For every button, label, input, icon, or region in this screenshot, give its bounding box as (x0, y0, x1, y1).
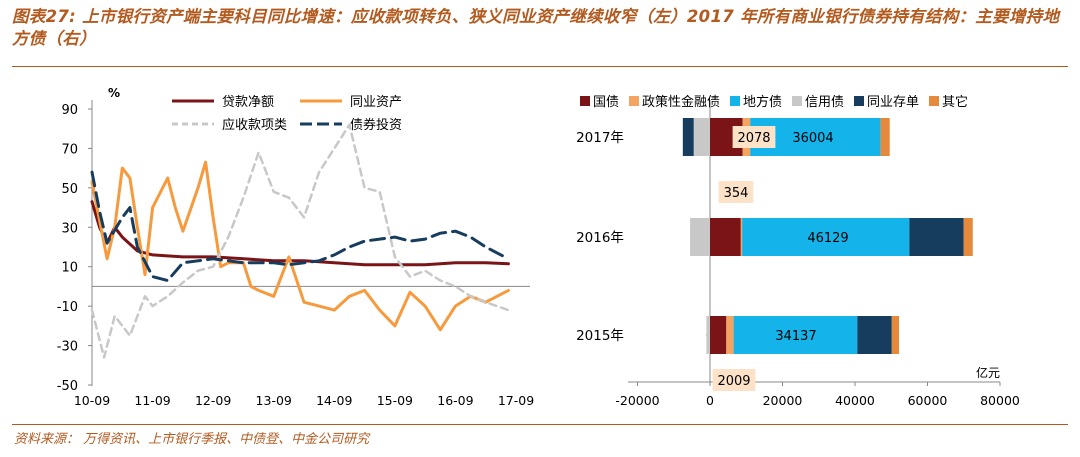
bar-policy_fin (726, 316, 734, 354)
data-label-2017-policy: 2078 (737, 131, 770, 146)
line-series-receivables (90, 123, 510, 359)
left-x-tick-label: 11-09 (134, 393, 170, 408)
right-x-tick-label: 20000 (763, 393, 803, 408)
source-note: 资料来源： 万得资讯、上市银行季报、中债登、中金公司研究 (14, 432, 370, 447)
left-unit-label: % (108, 86, 120, 100)
right-x-tick-label: 0 (706, 393, 714, 408)
right-x-tick-label: -20000 (615, 393, 659, 408)
left-y-tick-label: 50 (61, 182, 78, 197)
data-label-2017-local: 36004 (792, 131, 833, 146)
legend-label-loans: 贷款净额 (222, 95, 274, 110)
bar-local (733, 316, 858, 354)
right-x-tick-label: 40000 (835, 393, 875, 408)
bar-other (891, 316, 900, 354)
legend-label-interbank: 同业资产 (350, 95, 402, 110)
left-y-tick-label: 30 (61, 221, 78, 236)
category-label: 2016年 (576, 230, 624, 246)
category-label: 2017年 (576, 130, 624, 146)
legend-label-credit: 信用债 (805, 95, 844, 110)
left-x-tick-label: 15-09 (377, 393, 413, 408)
legend-label-receivables: 应收款项类 (222, 117, 287, 133)
legend-swatch-ncd (854, 96, 864, 106)
right-x-tick-label: 80000 (980, 393, 1020, 408)
left-x-tick-label: 14-09 (316, 393, 352, 408)
figure-title: 图表27: 上市银行资产端主要科目同比增速：应收款项转负、狭义同业资产继续收窄（… (12, 7, 1060, 48)
left-y-tick-label: -30 (57, 340, 78, 355)
line-series-bonds (90, 170, 510, 282)
left-y-tick-label: 90 (61, 103, 78, 118)
bar-local (742, 218, 910, 256)
left-x-tick-label: 10-09 (74, 393, 110, 408)
left-x-tick-label: 16-09 (437, 393, 473, 408)
legend-swatch-local (730, 96, 740, 106)
title-divider (12, 66, 1068, 67)
legend-label-local: 地方债 (743, 94, 782, 110)
left-y-tick-label: 10 (61, 261, 78, 276)
data-label-2015-local: 34137 (775, 329, 816, 344)
left-y-tick-label: -50 (57, 379, 78, 394)
bar-credit (706, 316, 710, 354)
bar-policy_fin (740, 218, 743, 256)
bar-ncd (682, 118, 694, 156)
left-x-tick-label: 13-09 (256, 393, 292, 408)
legend-label-ncd: 同业存单 (867, 95, 919, 110)
legend-label-bonds: 债券投资 (350, 117, 402, 133)
data-label-2015-policy: 2009 (717, 374, 750, 389)
data-label-2016-policy-box (718, 181, 754, 203)
data-label-2016-local: 46129 (807, 231, 848, 246)
bar-other (963, 218, 973, 256)
data-label-2015-policy-box (712, 369, 756, 391)
bar-ncd (909, 218, 964, 256)
bar-ncd (857, 316, 892, 354)
legend-label-policy_fin: 政策性金融债 (642, 94, 720, 110)
bar-credit (690, 218, 710, 256)
bar-gov (710, 218, 741, 256)
legend-swatch-other (929, 96, 939, 106)
right-x-tick-label: 60000 (908, 393, 948, 408)
left-x-tick-label: 17-09 (498, 393, 534, 408)
data-label-2016-policy: 354 (724, 186, 749, 201)
footer-divider (12, 424, 1068, 425)
left-y-tick-label: 70 (61, 142, 78, 157)
legend-label-gov: 国债 (593, 95, 619, 110)
bar-gov (710, 316, 727, 354)
data-label-2017-policy-box (732, 126, 776, 148)
left-x-tick-label: 12-09 (195, 393, 231, 408)
legend-swatch-credit (792, 96, 802, 106)
left-y-tick-label: -10 (57, 300, 78, 315)
bar-credit (693, 118, 710, 156)
right-unit-label: 亿元 (976, 365, 1000, 380)
category-label: 2015年 (576, 328, 624, 344)
legend-swatch-gov (580, 96, 590, 106)
bar-other (880, 118, 890, 156)
legend-label-other: 其它 (942, 94, 968, 110)
legend-swatch-policy_fin (629, 96, 639, 106)
